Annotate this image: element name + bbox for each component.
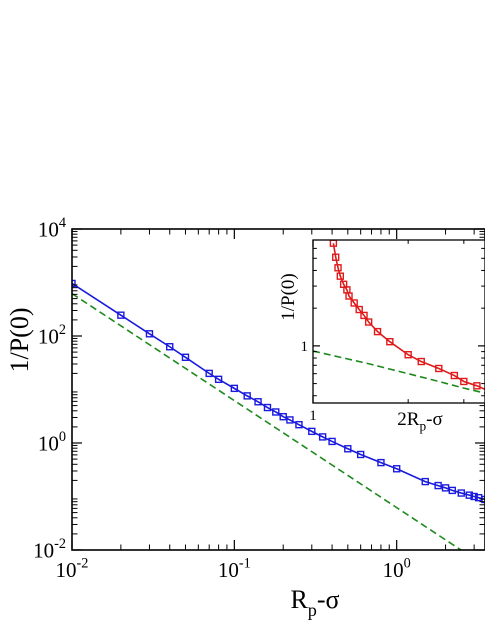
data-point-marker xyxy=(392,465,401,473)
dashed-line-series-2 xyxy=(72,292,463,550)
y-axis-title: 1/P(0) xyxy=(5,308,34,373)
plot-area xyxy=(72,279,485,550)
tick-exponent: 4 xyxy=(59,215,66,231)
data-point-marker xyxy=(181,353,190,361)
x-tick-label: 10-1 xyxy=(218,556,251,582)
tick-exponent: 2 xyxy=(59,322,66,338)
tick-exponent: 0 xyxy=(59,429,66,445)
data-point-marker xyxy=(205,369,213,378)
x-axis-title-suffix: -σ xyxy=(426,409,443,430)
data-point-marker xyxy=(344,445,352,453)
x-tick-label: 100 xyxy=(383,556,411,582)
x-axis-title-suffix: -σ xyxy=(317,585,340,614)
data-point-marker xyxy=(286,416,294,424)
x-axis-title-subscript: p xyxy=(308,600,317,620)
data-point-marker xyxy=(356,450,365,459)
data-point-marker xyxy=(404,351,412,359)
data-point-marker xyxy=(364,318,373,326)
solid-line-series-1 xyxy=(332,243,485,391)
data-point-marker xyxy=(481,495,485,504)
data-point-marker xyxy=(117,311,125,319)
inset-chart: 1 1 2Rp-σ 1/P(0) xyxy=(278,239,485,434)
x-tick-label: 10-2 xyxy=(56,556,89,582)
y-tick-label: 100 xyxy=(38,429,66,455)
y-tick-label: 102 xyxy=(38,322,66,348)
data-point-marker xyxy=(434,481,442,490)
data-point-marker xyxy=(386,337,394,346)
data-point-marker xyxy=(308,427,316,436)
data-point-marker xyxy=(421,477,429,486)
data-point-marker xyxy=(72,279,76,288)
data-point-marker xyxy=(166,343,174,351)
tick-exponent: -1 xyxy=(239,556,251,572)
data-point-marker xyxy=(448,486,456,495)
dashed-line-series-2 xyxy=(313,350,485,394)
solid-line-series-1 xyxy=(72,282,485,501)
plot-area xyxy=(313,240,485,394)
data-point-marker xyxy=(328,437,336,446)
data-point-marker xyxy=(243,392,251,400)
data-point-marker xyxy=(473,382,481,390)
y-axis-title: 1/P(0) xyxy=(278,273,299,321)
data-point-marker xyxy=(318,433,327,441)
data-point-marker xyxy=(145,330,154,338)
data-point-marker xyxy=(355,305,363,314)
data-point-marker xyxy=(360,311,368,320)
data-point-marker xyxy=(230,384,239,393)
tick-exponent: -2 xyxy=(54,536,66,552)
x-axis-title-subscript: p xyxy=(419,419,426,434)
data-point-marker xyxy=(272,408,280,416)
data-point-marker xyxy=(254,398,262,406)
data-point-marker xyxy=(373,327,382,336)
data-point-marker xyxy=(214,375,223,384)
plot-frame xyxy=(71,228,485,551)
plot-frame xyxy=(312,239,485,404)
tick-exponent: -2 xyxy=(77,556,89,572)
x-tick-label: 1 xyxy=(309,408,317,424)
data-point-marker xyxy=(441,484,450,492)
data-point-marker xyxy=(460,377,468,386)
data-point-marker xyxy=(279,413,287,421)
tick-exponent: 0 xyxy=(404,556,411,572)
y-tick-label: 104 xyxy=(38,215,66,241)
data-point-marker xyxy=(295,420,303,429)
data-point-marker xyxy=(450,371,459,380)
x-axis-title: Rp-σ xyxy=(290,585,339,620)
data-point-marker xyxy=(263,403,272,412)
data-point-marker xyxy=(350,299,358,307)
data-point-marker xyxy=(345,292,353,300)
data-point-marker xyxy=(417,357,425,366)
data-point-marker xyxy=(377,458,385,467)
data-point-marker xyxy=(435,364,443,373)
y-tick-label: 1 xyxy=(301,339,309,355)
x-axis-title: 2Rp-σ xyxy=(397,409,442,434)
